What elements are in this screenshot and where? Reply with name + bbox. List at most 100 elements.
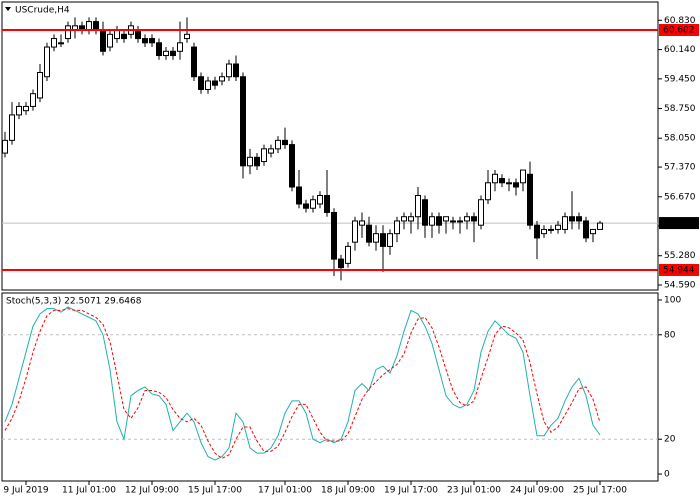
candle-body [576,216,582,222]
candle-body [163,50,169,57]
candle-body [443,216,449,222]
candle-body [499,178,505,184]
y-tick-label: 57.370 [664,163,696,173]
indicator-panel [1,292,659,482]
candle-body [268,148,274,154]
level-label-bg [659,23,699,36]
candle-body [212,80,218,86]
candle-body [198,76,204,90]
candle-body [303,203,309,209]
chart-title: USCrude,H4 [15,6,70,16]
candle-body [261,148,267,163]
candle-body [555,224,561,230]
candle-body [93,21,99,31]
candle-body [513,182,519,188]
level-label: 54.944 [663,265,695,275]
candle-body [457,220,463,223]
level-label: 60.602 [663,25,695,35]
candle-body [401,216,407,222]
candle-body [107,33,113,48]
x-tick-label: 15 Jul 17:00 [188,486,242,496]
x-tick-label: 17 Jul 01:00 [258,486,312,496]
candle-body [51,38,57,48]
candle-body [324,194,330,213]
indicator-title: Stoch(5,3,3) 22.5071 29.6468 [6,297,142,307]
x-tick-label: 24 Jul 09:00 [510,486,564,496]
candle-body [233,63,239,78]
y-tick-label: 80 [664,330,676,340]
x-tick-label: 18 Jul 09:00 [321,486,375,496]
candle-body [366,224,372,243]
x-tick-label: 11 Jul 01:00 [62,486,116,496]
y-tick-label: 59.450 [664,74,696,84]
candle-body [310,199,316,209]
current-price-label: 56.050 [663,219,695,229]
x-tick-label: 12 Jul 09:00 [125,486,179,496]
x-tick-label: 9 Jul 2019 [3,486,48,496]
y-tick-label: 60.830 [664,16,696,26]
candle-body [44,46,50,78]
candle-body [345,245,351,264]
candle-body [205,80,211,90]
candle-body [471,216,477,222]
candle-body [30,93,36,107]
candle-body [373,233,379,243]
candle-body [121,33,127,40]
y-tick-label: 58.750 [664,104,696,114]
candle-body [254,156,260,167]
candle-body [65,25,71,40]
candle-body [415,194,421,218]
candle-body [492,173,498,184]
candle-body [436,216,442,226]
candle-body [422,199,428,226]
candle-body [408,216,414,222]
candle-body [184,33,190,40]
x-tick-label: 19 Jul 17:00 [384,486,438,496]
level-label-bg [659,263,699,276]
candle-body [520,169,526,184]
candle-body [583,220,589,239]
y-tick-label: 20 [664,435,676,445]
y-tick-label: 100 [664,295,681,305]
candle-body [100,29,106,52]
menu-triangle[interactable] [5,7,11,11]
x-tick-label: 25 Jul 17:00 [573,486,627,496]
candle-body [170,50,176,57]
candle-body [534,224,540,239]
candle-body [597,222,603,230]
candle-body [450,220,456,223]
candle-body [275,139,281,150]
candle-body [156,42,162,57]
candle-body [338,258,344,269]
candle-body [114,29,120,40]
candle-body [37,71,43,99]
candle-body [9,114,15,141]
candle-body [191,46,197,78]
candle-body [296,186,302,205]
candle-body [394,220,400,235]
candle-body [149,38,155,44]
candle-body [289,144,295,188]
candle-body [219,76,225,82]
y-tick-label: 0 [664,470,670,480]
candle-body [478,199,484,226]
candle-body [541,228,547,235]
candle-body [485,182,491,201]
candle-body [359,220,365,226]
candle-body [548,228,554,231]
candle-body [352,220,358,243]
candle-body [331,211,337,260]
candle-body [2,139,8,154]
candle-body [142,38,148,44]
candle-body [23,105,29,112]
candle-body [590,228,596,235]
y-tick-label: 55.280 [664,251,696,261]
stochastic-line [4,306,601,461]
candle-body [569,216,575,222]
y-tick-label: 56.670 [664,192,696,202]
candle-body [177,42,183,52]
candle-body [240,76,246,167]
y-tick-label: 54.590 [664,280,696,290]
candle-body [16,105,22,116]
